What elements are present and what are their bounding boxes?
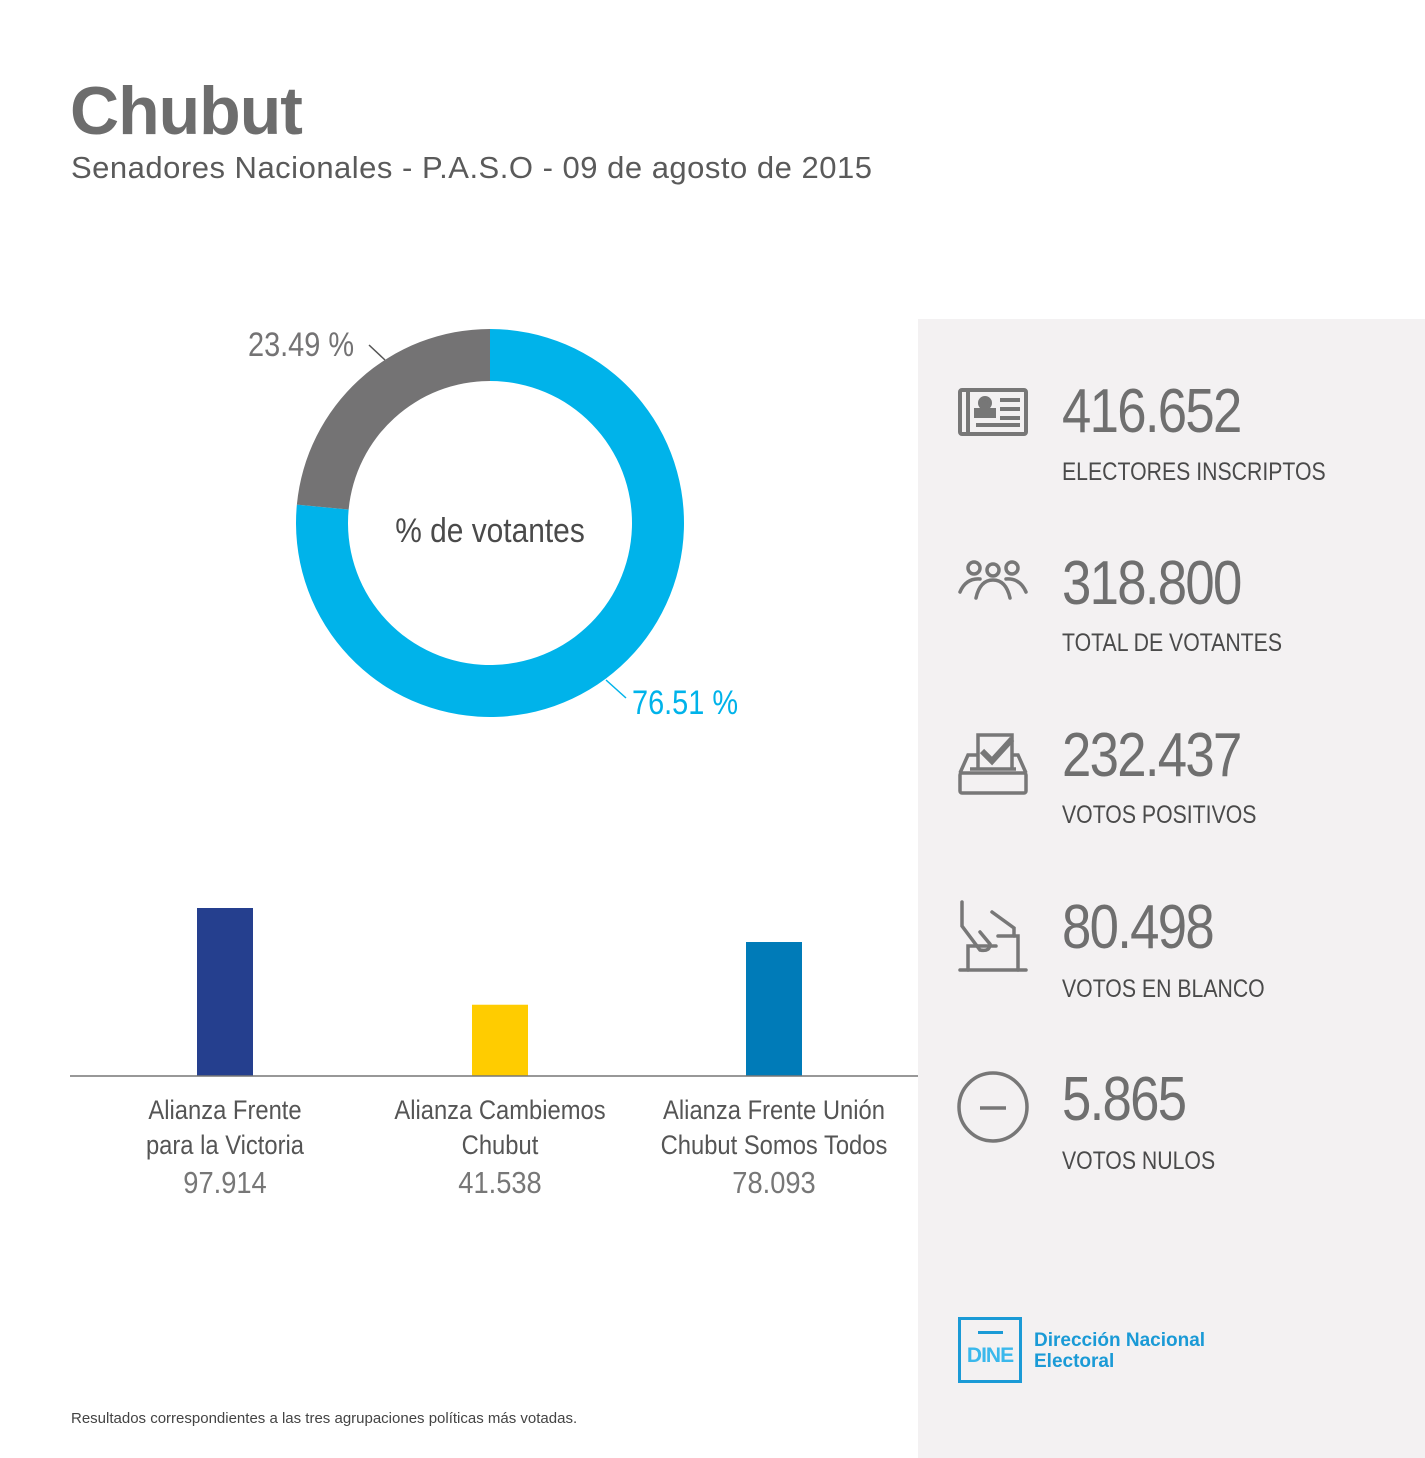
- voter-id-card-icon: [958, 388, 1028, 436]
- bar-value-label: 97.914: [183, 1165, 267, 1200]
- bar: [197, 908, 253, 1076]
- stat-value: 5.865: [1062, 1065, 1187, 1134]
- people-group-icon: [958, 560, 1028, 600]
- charts-svg: % de votantes: [70, 329, 918, 1077]
- donut-slice-nonvoters: [296, 329, 490, 510]
- stat-value: 232.437: [1062, 721, 1242, 790]
- dine-logo-text: Dirección Nacional Electoral: [1034, 1330, 1206, 1372]
- stat-value: 318.800: [1062, 549, 1242, 618]
- bar-category-label: Alianza Frente Unión Chubut Somos Todos: [660, 1095, 888, 1160]
- page-title: Chubut: [70, 73, 303, 149]
- donut-center-label: % de votantes: [395, 511, 585, 549]
- bar-value-label: 41.538: [458, 1165, 542, 1200]
- stat-label: VOTOS POSITIVOS: [1062, 801, 1257, 829]
- gray-slice-label: 23.49 %: [248, 326, 355, 364]
- blue-slice-label: 76.51 %: [632, 684, 739, 722]
- bar: [746, 942, 802, 1076]
- stat-label: VOTOS EN BLANCO: [1062, 975, 1265, 1003]
- minus-circle-icon: [957, 1071, 1029, 1143]
- gray-leader-line: [368, 344, 386, 361]
- donut-chart: [296, 329, 684, 717]
- stat-label: ELECTORES INSCRIPTOS: [1062, 458, 1326, 486]
- bar-category-label: Alianza Cambiemos Chubut: [394, 1095, 606, 1160]
- stats-panel: [918, 319, 1425, 1458]
- bar-value-label: 78.093: [732, 1165, 816, 1200]
- page-subtitle: Senadores Nacionales - P.A.S.O - 09 de a…: [71, 150, 873, 185]
- stat-value: 416.652: [1062, 377, 1242, 446]
- hand-ballot-icon: [958, 900, 1028, 972]
- dine-logo-mark: DINE: [958, 1317, 1022, 1383]
- blue-leader-line: [605, 679, 627, 699]
- stat-label: TOTAL DE VOTANTES: [1062, 629, 1283, 657]
- bar-category-label: Alianza Frente para la Victoria: [145, 1095, 305, 1160]
- stat-label: VOTOS NULOS: [1062, 1147, 1216, 1175]
- bar-chart: [197, 908, 802, 1076]
- footnote: Resultados correspondientes a las tres a…: [71, 1410, 578, 1427]
- ballot-box-check-icon: [958, 733, 1028, 795]
- stat-value: 80.498: [1062, 893, 1215, 962]
- bar: [472, 1004, 528, 1076]
